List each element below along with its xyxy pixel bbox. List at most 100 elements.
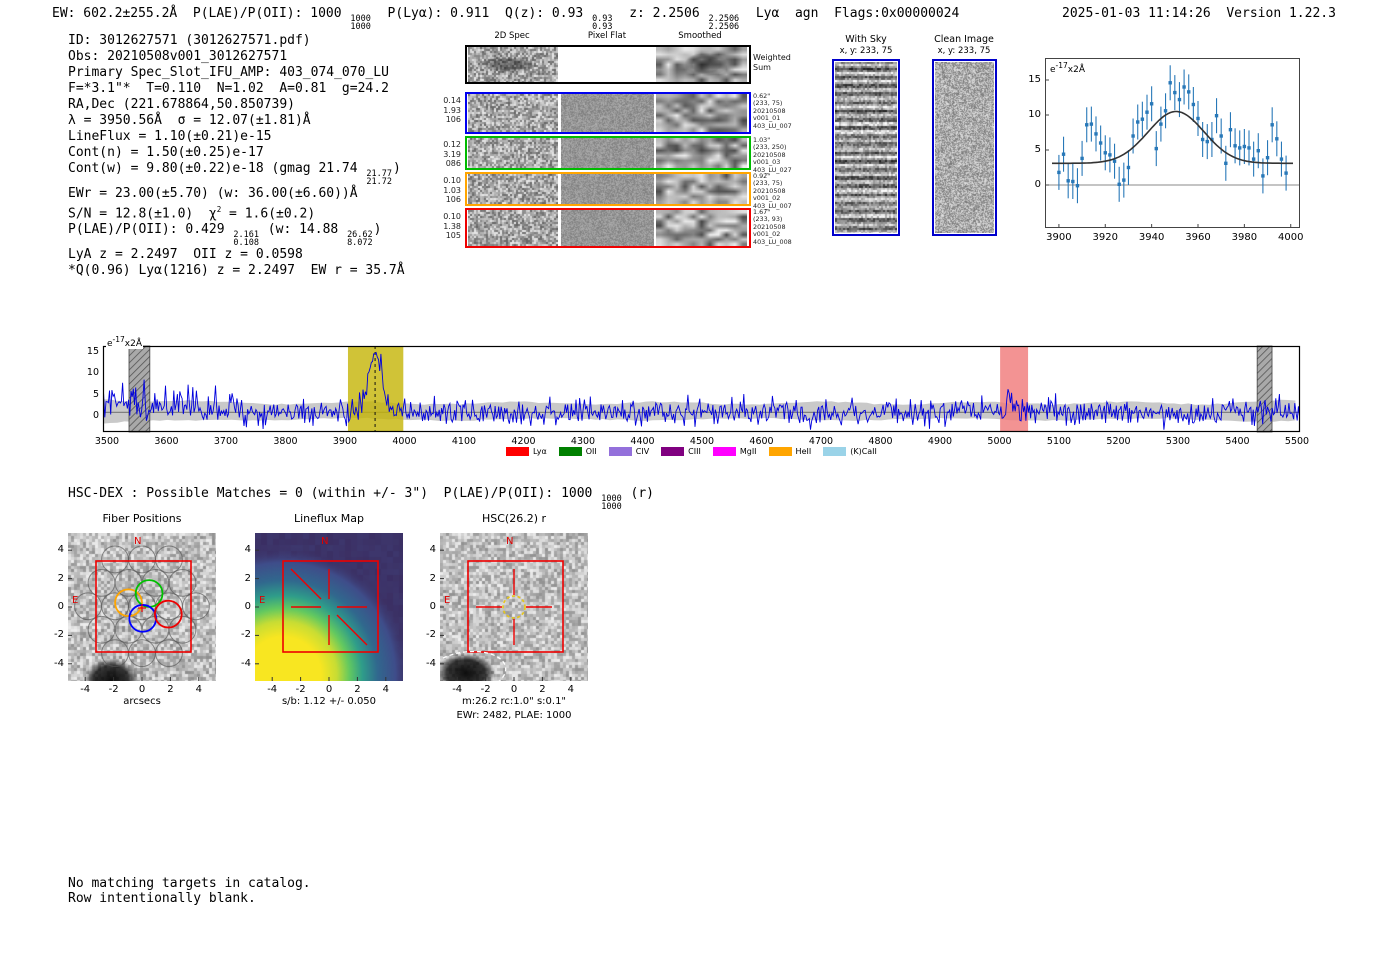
- spec2d-row: [465, 208, 751, 248]
- info-line: LyA z = 2.2497 OII z = 0.0598: [68, 247, 303, 263]
- sky-panel-title: With Sky: [845, 34, 887, 45]
- spec2d-left-label-line: 105: [445, 231, 461, 240]
- legend-label: MgII: [739, 447, 757, 456]
- spectrum-x-tick-label: 4800: [868, 436, 893, 447]
- spectrum-x-tick-label: 4500: [689, 436, 715, 447]
- legend-swatch: [506, 447, 529, 456]
- inset-y-tick-label: 0: [1034, 179, 1041, 190]
- weighted-sum-label-line: Weighted: [753, 53, 791, 62]
- cutout-x-tick-label: -2: [295, 684, 306, 695]
- spectrum-x-tick-label: 4900: [927, 436, 953, 447]
- spec2d-left-label-line: 086: [445, 159, 461, 168]
- spec2d-image: [468, 138, 558, 168]
- cutout-x-tick-label: 2: [354, 684, 361, 695]
- legend-item-ciii: CIII: [661, 447, 701, 456]
- inset-x-tick-label: 3940: [1138, 232, 1165, 243]
- legend-item-mgii: MgII: [712, 447, 757, 456]
- spec2d-right-label-line: 403_LU_007: [753, 121, 792, 130]
- info-fraction: 2.161 0.108: [233, 231, 259, 249]
- legend-item-ly: Lyα: [506, 447, 547, 456]
- spec2d-image: [561, 174, 654, 204]
- weighted-sum-label: Weighted Sum: [753, 53, 791, 72]
- spectrum-x-tick-label: 4000: [392, 436, 417, 447]
- spec2d-right-label-line: 403_LU_027: [753, 165, 792, 174]
- spec2d-left-label-line: 106: [445, 195, 461, 204]
- legend-swatch: [661, 447, 685, 456]
- info-line: LineFlux = 1.10(±0.21)e-15: [68, 129, 272, 144]
- info-line: P(LAE)/P(OII): 0.429 2.161 0.108 (w: 14.8…: [68, 222, 382, 249]
- spectrum-y-tick-label: 5: [92, 388, 99, 400]
- info-line: Cont(w) = 9.80(±0.22)e-18 (gmag 21.74 21…: [68, 161, 401, 187]
- spec2d-right-label-line: v001_02: [753, 194, 781, 203]
- spec2d-right-label-line: (233, 75): [753, 179, 783, 188]
- spec2d-right-label-line: 20210508: [753, 106, 786, 115]
- cutout-x-tick-label: 0: [510, 684, 518, 695]
- cutout-y-tick-label: 2: [244, 572, 251, 584]
- spectrum-x-tick-label: 3800: [273, 436, 298, 447]
- spec2d-row: [465, 92, 751, 134]
- spec2d-image: [656, 94, 747, 132]
- footer-note-line2: Row intentionally blank.: [68, 891, 256, 906]
- spec2d-row: [465, 45, 751, 84]
- spectrum-x-tick-label: 3600: [154, 436, 179, 447]
- spectrum-x-tick-label: 4200: [511, 436, 536, 447]
- spec2d-right-label-line: (233, 93): [753, 215, 783, 224]
- spec2d-right-label-line: v001_03: [753, 158, 781, 167]
- spectrum-x-tick-label: 4600: [749, 436, 774, 447]
- spec2d-image: [468, 47, 558, 82]
- spectrum-x-tick-label: 5500: [1284, 436, 1310, 447]
- spec2d-right-label-line: 403_LU_008: [753, 237, 792, 246]
- spectrum-x-tick-label: 3500: [94, 436, 120, 447]
- info-fraction: 26.62 8.072: [347, 230, 373, 248]
- spec2d-row-right-labels: 1.67" (233, 93) 20210508 v001_02 403_LU_008: [753, 208, 792, 246]
- spec2d-right-label-line: v001_01: [753, 114, 781, 123]
- cutout-x-tick-label: 0: [138, 684, 146, 695]
- spec2d-left-label-line: 0.10: [443, 176, 461, 185]
- sky-panel-coords: x, y: 233, 75: [839, 46, 893, 56]
- spec2d-left-label-line: 0.10: [443, 212, 461, 221]
- report-datetime-version: 2025-01-03 11:14:26 Version 1.22.3: [1062, 6, 1336, 21]
- spectrum-x-tick-label: 3900: [332, 436, 358, 447]
- spec2d-column-title: Smoothed: [678, 31, 722, 41]
- detection-info-block: ID: 3012627571 (3012627571.pdf) Obs: 2021…: [68, 33, 405, 279]
- footer-note-line1: No matching targets in catalog.: [68, 876, 311, 891]
- legend-swatch: [558, 447, 582, 456]
- cutout-compass-east: E: [444, 595, 451, 606]
- spec2d-image: [561, 138, 654, 168]
- info-line: RA,Dec (221.678864,50.850739): [68, 97, 295, 112]
- cutout-y-tick-label: 0: [429, 601, 436, 612]
- legend-item-heii: HeII: [768, 447, 811, 456]
- fraction-bottom: 0.108: [233, 238, 259, 249]
- spec2d-right-label-line: (233, 75): [753, 99, 783, 108]
- superscript: 2: [216, 205, 222, 214]
- fraction-top: 26.62: [347, 230, 373, 241]
- cutout-x-tick-label: -2: [480, 684, 491, 695]
- spec2d-image: [656, 210, 747, 246]
- legend-swatch: [823, 447, 847, 456]
- cutout-y-tick-label: 4: [57, 544, 64, 556]
- legend-item-kcaii: (K)CaII: [823, 447, 877, 456]
- cutout-y-tick-label: -4: [426, 657, 436, 669]
- spec2d-left-label-line: 106: [445, 115, 461, 124]
- spectrum-legend: Lyα OII CIV CIII MgII HeII (K)CaII: [506, 447, 877, 456]
- spectrum-x-tick-label: 5200: [1106, 436, 1131, 447]
- spec2d-image: [468, 94, 558, 132]
- cutout-y-tick-label: 2: [429, 572, 436, 584]
- spec2d-right-label-line: 1.03": [753, 136, 771, 144]
- spec2d-right-label-line: 403_LU_007: [753, 201, 792, 210]
- spec2d-left-label-line: 3.19: [443, 149, 461, 159]
- spectrum-x-tick-label: 4700: [808, 436, 834, 447]
- inset-x-tick-label: 3900: [1046, 232, 1072, 243]
- info-line: *Q(0.96) Lyα(1216) z = 2.2497 EW r = 35.…: [68, 263, 405, 279]
- cutout-y-tick-label: -2: [426, 629, 436, 641]
- cutout-overlay-hsc_r: [425, 549, 572, 696]
- spec2d-row-left-labels: 0.14 1.93 106: [424, 96, 461, 125]
- legend-item-oii: OII: [558, 447, 597, 456]
- info-line: S/N = 12.8(±1.0) χ2 = 1.6(±0.2): [68, 205, 316, 222]
- cutout-y-tick-label: 0: [244, 601, 251, 612]
- spec2d-left-label-line: 0.14: [443, 96, 461, 105]
- cutout-x-tick-label: 2: [539, 684, 546, 695]
- spec2d-right-label-line: 20210508: [753, 222, 786, 231]
- cutout-overlay-lineflux_map: [255, 549, 387, 681]
- fraction-bottom: 2.2506: [708, 22, 740, 32]
